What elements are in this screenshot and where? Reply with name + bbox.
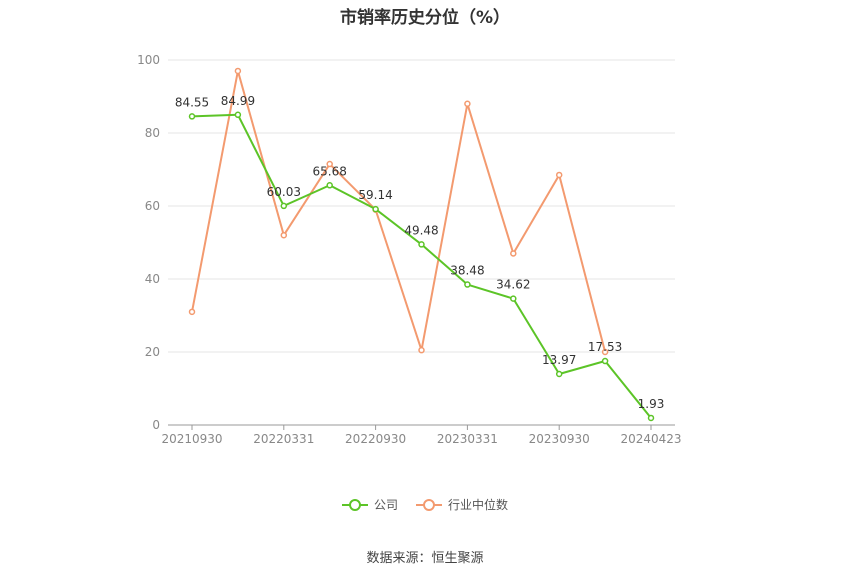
- data-point-company: [601, 357, 609, 365]
- data-label: 84.55: [175, 95, 209, 109]
- data-point-company: [280, 202, 288, 210]
- y-tick-label: 60: [145, 199, 160, 213]
- data-point-industry-median: [464, 100, 471, 108]
- data-source: 数据来源：恒生聚源: [366, 551, 484, 566]
- data-label: 59.14: [358, 188, 392, 202]
- x-axis-ticks: 20210930 20220331 20220930 20230331 20230930…: [161, 425, 682, 446]
- legend-swatch-company: [341, 498, 368, 512]
- data-label: 13.97: [542, 353, 576, 367]
- legend-item-industry-median[interactable]: 行业中位数: [416, 496, 508, 513]
- y-tick-label: 40: [145, 272, 160, 286]
- data-point-company: [326, 182, 333, 189]
- y-tick-label: 100: [137, 53, 160, 67]
- x-tick-label: 20220331: [253, 432, 314, 446]
- legend-item-company[interactable]: 公司: [341, 496, 398, 513]
- data-point-company: [418, 241, 425, 248]
- data-point-industry-median: [510, 250, 517, 257]
- data-point-industry-median: [234, 67, 242, 75]
- series-group: [188, 67, 655, 422]
- data-label: 38.48: [450, 264, 484, 278]
- legend-swatch-industry-median: [416, 498, 442, 512]
- data-point-industry-median: [601, 348, 609, 356]
- series-line-industry-median: [191, 69, 607, 353]
- y-tick-label: 80: [145, 126, 160, 140]
- x-tick-label: 20240423: [620, 432, 681, 446]
- data-point-industry-median: [326, 160, 333, 168]
- data-point-company: [647, 414, 655, 422]
- data-point-industry-median: [188, 308, 196, 316]
- data-point-company: [234, 111, 242, 119]
- y-tick-label: 0: [152, 418, 160, 432]
- legend-label-company: 公司: [373, 498, 398, 512]
- data-labels: 84.55 84.99 60.03 65.68 59.14 49.48 38.48 34.62…: [175, 94, 665, 411]
- legend: 公司 行业中位数: [0, 496, 850, 513]
- chart-title: 市销率历史分位（%）: [339, 8, 511, 28]
- data-label: 84.99: [221, 94, 255, 108]
- data-point-company: [188, 113, 196, 120]
- data-point-industry-median: [280, 231, 288, 239]
- data-label: 65.68: [313, 164, 347, 178]
- x-tick-label: 20210930: [161, 432, 222, 446]
- y-axis-ticks: 0 20 40 60 80 100: [137, 53, 160, 432]
- data-label: 49.48: [404, 223, 438, 237]
- data-point-industry-median: [555, 171, 563, 179]
- x-tick-label: 20220930: [345, 432, 406, 446]
- data-label: 60.03: [267, 185, 301, 199]
- x-tick-label: 20230930: [529, 432, 590, 446]
- data-point-company: [510, 295, 517, 302]
- data-point-industry-median: [418, 346, 425, 354]
- data-label: 34.62: [496, 278, 530, 292]
- data-label: 17.53: [588, 340, 622, 354]
- data-point-company: [464, 281, 471, 288]
- x-tick-label: 20230331: [437, 432, 498, 446]
- data-point-company: [555, 370, 563, 378]
- data-label: 1.93: [638, 397, 665, 411]
- legend-label-industry-median: 行业中位数: [448, 498, 509, 512]
- data-point-company: [372, 205, 379, 213]
- y-tick-label: 20: [145, 345, 160, 359]
